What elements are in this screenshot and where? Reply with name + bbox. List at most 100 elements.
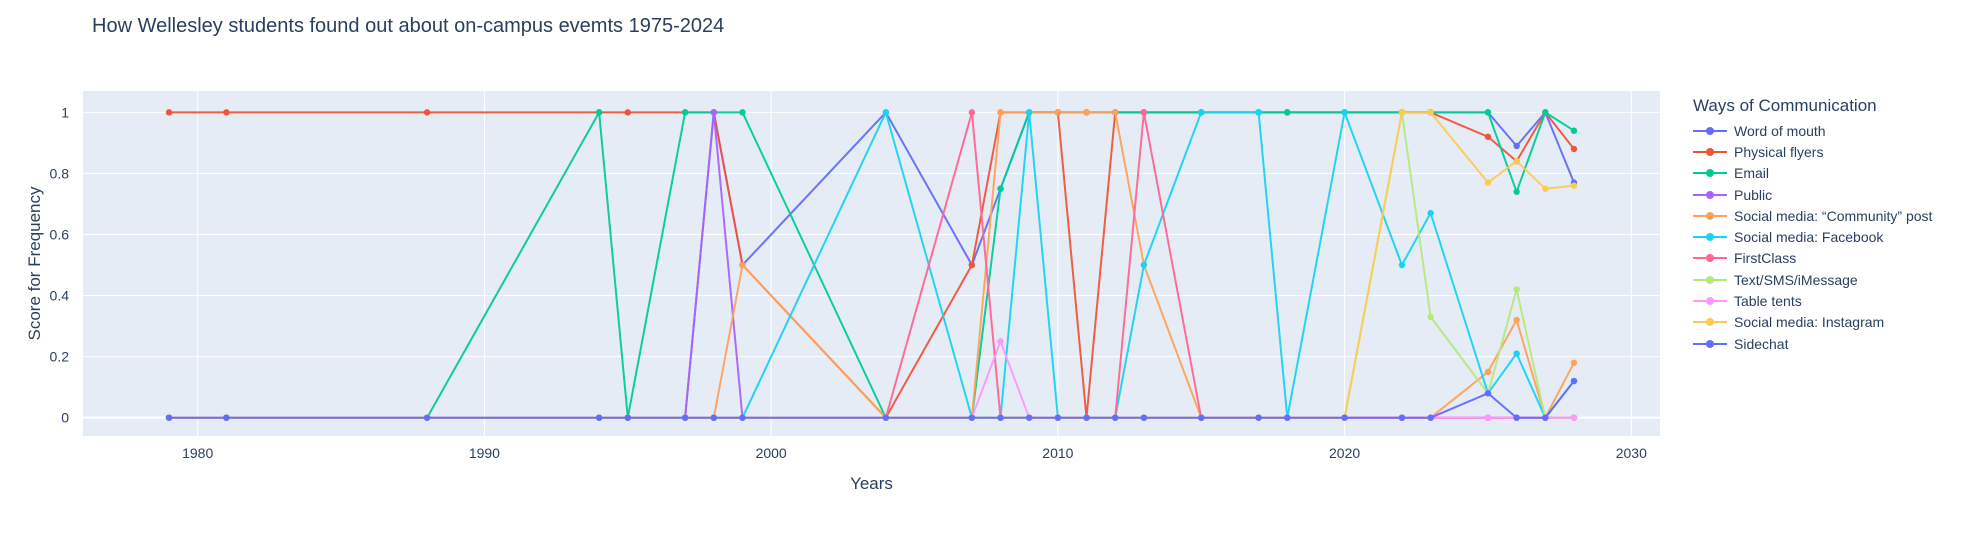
data-point <box>1570 145 1578 153</box>
legend-label: Word of mouth <box>1734 122 1826 139</box>
data-point <box>1484 414 1492 421</box>
data-point <box>1570 414 1578 421</box>
data-point <box>968 414 976 421</box>
legend-item[interactable]: Social media: “Community” post <box>1693 205 1963 226</box>
legend-label: Social media: Facebook <box>1734 229 1884 246</box>
legend-swatch <box>1693 146 1727 158</box>
legend-item[interactable]: Table tents <box>1693 290 1963 311</box>
data-point <box>1570 359 1578 366</box>
legend-swatch <box>1693 210 1727 222</box>
legend: Ways of Communication Word of mouth Physi… <box>1693 96 1963 354</box>
data-point <box>1140 414 1148 421</box>
data-point <box>739 414 746 421</box>
x-tick-label: 1990 <box>469 445 500 461</box>
data-point <box>1341 109 1348 116</box>
legend-swatch-dot <box>1706 190 1714 199</box>
data-point <box>1398 414 1406 421</box>
legend-item[interactable]: Word of mouth <box>1693 120 1963 141</box>
data-point <box>1026 109 1033 116</box>
data-point <box>1398 261 1406 269</box>
legend-title: Ways of Communication <box>1693 96 1877 115</box>
series-sidechat <box>165 377 1578 421</box>
data-point <box>624 109 631 116</box>
data-point <box>1513 188 1520 195</box>
data-point <box>1255 414 1262 421</box>
chart-title: How Wellesley students found out about o… <box>92 15 725 37</box>
data-point <box>1427 209 1434 217</box>
data-point <box>1484 179 1492 186</box>
legend-label: Public <box>1734 186 1773 203</box>
legend-swatch <box>1693 295 1727 307</box>
series-line <box>169 380 1575 419</box>
data-point <box>1484 109 1492 116</box>
legend-item[interactable]: Social media: Facebook <box>1693 226 1963 247</box>
legend-item[interactable]: FirstClass <box>1693 248 1963 269</box>
data-point <box>624 414 631 421</box>
y-tick-label: 0.8 <box>50 165 70 181</box>
legend-swatch-dot <box>1706 211 1714 220</box>
data-point <box>997 109 1004 116</box>
data-point <box>997 185 1004 192</box>
data-point <box>1054 109 1062 116</box>
data-point <box>1513 316 1520 324</box>
data-point <box>1083 414 1090 421</box>
legend-swatch-dot <box>1706 147 1714 156</box>
data-point <box>1484 390 1492 397</box>
legend-label: Text/SMS/iMessage <box>1734 271 1858 288</box>
legend-swatch-dot <box>1706 275 1714 284</box>
legend-swatch-dot <box>1706 339 1714 348</box>
legend-swatch-dot <box>1706 169 1714 178</box>
legend-item[interactable]: Social media: Instagram <box>1693 312 1963 333</box>
legend-label: Social media: Instagram <box>1734 314 1885 331</box>
legend-label: Sidechat <box>1734 335 1789 352</box>
data-point <box>1054 414 1062 421</box>
data-point <box>223 414 230 421</box>
legend-swatch <box>1693 274 1727 286</box>
data-point <box>1570 127 1578 134</box>
y-axis-title: Score for Frequency <box>25 186 44 341</box>
data-point <box>739 109 746 116</box>
legend-item[interactable]: Public <box>1693 184 1963 205</box>
y-tick-label: 1 <box>61 104 69 120</box>
data-point <box>1198 109 1205 116</box>
data-point <box>968 109 976 116</box>
legend-swatch-dot <box>1706 254 1714 263</box>
x-tick-label: 2030 <box>1616 445 1647 461</box>
legend-item[interactable]: Text/SMS/iMessage <box>1693 269 1963 290</box>
data-point <box>423 414 431 421</box>
data-point <box>968 261 976 269</box>
data-point <box>1140 261 1148 269</box>
legend-swatch <box>1693 231 1727 243</box>
legend-label: Table tents <box>1734 293 1802 310</box>
y-tick-label: 0.2 <box>50 349 70 365</box>
legend-swatch <box>1693 338 1727 350</box>
legend-label: Physical flyers <box>1734 143 1824 160</box>
data-point <box>1427 313 1434 321</box>
legend-item[interactable]: Sidechat <box>1693 333 1963 354</box>
legend-items: Word of mouth Physical flyers Email Public S… <box>1693 120 1963 354</box>
data-point <box>1284 109 1291 116</box>
data-point <box>997 338 1004 345</box>
data-point <box>681 414 689 421</box>
data-point <box>1112 414 1119 421</box>
legend-item[interactable]: Physical flyers <box>1693 141 1963 162</box>
legend-item[interactable]: Email <box>1693 163 1963 184</box>
data-point <box>1570 377 1578 385</box>
data-point <box>1484 133 1492 140</box>
data-point <box>1513 414 1520 421</box>
data-point <box>1398 109 1406 116</box>
data-point <box>1284 414 1291 421</box>
data-point <box>1484 368 1492 376</box>
x-tick-label: 1980 <box>182 445 213 461</box>
tick-labels: 1980 1990 2000 2010 2020 2030 0 0.2 0.4 0.6 0.8 1 <box>50 104 1648 461</box>
data-point <box>1513 142 1520 150</box>
data-point <box>739 261 746 269</box>
data-point <box>882 109 890 116</box>
legend-swatch-dot <box>1706 318 1714 327</box>
data-point <box>710 109 717 116</box>
data-point <box>1542 185 1549 192</box>
data-point <box>595 414 603 421</box>
data-point <box>1570 182 1578 189</box>
data-point <box>1026 414 1033 421</box>
